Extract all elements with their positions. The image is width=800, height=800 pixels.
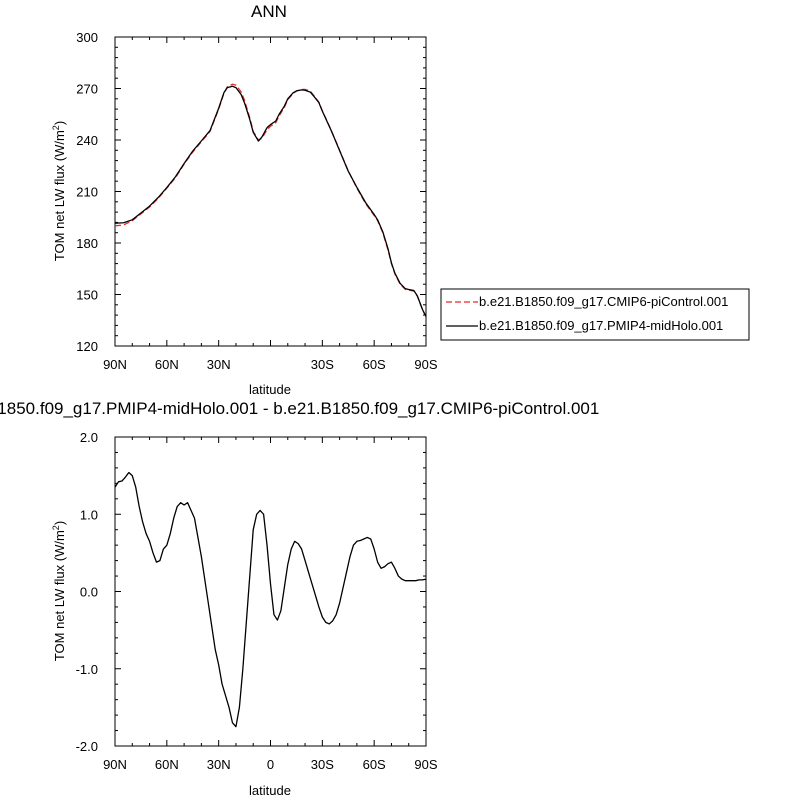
x-tick-label: 60S (363, 357, 386, 372)
y-tick-label: -1.0 (76, 662, 98, 677)
legend: b.e21.B1850.f09_g17.CMIP6-piControl.001 … (440, 288, 750, 341)
x-tick-label: 0 (267, 757, 274, 772)
x-tick-label: 90S (414, 757, 437, 772)
y-axis-label: TOM net LW flux (W/m2) (51, 121, 67, 261)
panel-difference: b.e21.B1850.f09_g17.PMIP4-midHolo.001 - … (0, 399, 599, 798)
x-axis-ticks: 90N 60N 30N 0 30S 60S 90S (103, 437, 438, 772)
x-tick-label: 30N (207, 757, 231, 772)
series-line-2 (114, 85, 427, 317)
y-axis-ticks: 120 150 180 210 240 270 300 (76, 30, 426, 354)
y-tick-label: 2.0 (80, 430, 98, 445)
y-tick-label: 1.0 (80, 507, 98, 522)
x-tick-label: 90N (103, 757, 127, 772)
series-line-1 (114, 83, 427, 318)
y-axis-ticks: -2.0 -1.0 0.0 1.0 2.0 (76, 430, 426, 754)
y-tick-label: 120 (76, 339, 98, 354)
series-lines (114, 83, 427, 318)
y-tick-label: 240 (76, 133, 98, 148)
x-tick-label: 60S (363, 757, 386, 772)
panel-annual-mean: ANN 90N 60N 30N 30S 60S 90S 120 150 180 210 240 27… (51, 2, 438, 397)
legend-label-midholo: b.e21.B1850.f09_g17.PMIP4-midHolo.001 (479, 318, 723, 333)
series-lines (114, 471, 427, 728)
y-tick-label: -2.0 (76, 739, 98, 754)
y-tick-label: 150 (76, 288, 98, 303)
y-tick-label: 180 (76, 236, 98, 251)
y-tick-label: 210 (76, 185, 98, 200)
x-tick-label: 90N (103, 357, 127, 372)
plot-frame (114, 36, 427, 347)
x-tick-label: 30S (311, 757, 334, 772)
x-tick-label: 90S (414, 357, 437, 372)
x-tick-label: 60N (155, 357, 179, 372)
x-axis-ticks: 90N 60N 30N 30S 60S 90S (103, 37, 438, 372)
x-axis-label: latitude (249, 382, 291, 397)
y-tick-label: 300 (76, 30, 98, 45)
y-tick-label: 270 (76, 82, 98, 97)
y-axis-label: TOM net LW flux (W/m2) (51, 521, 67, 661)
series-line-1 (114, 471, 427, 728)
x-tick-label: 60N (155, 757, 179, 772)
legend-box (440, 288, 750, 341)
legend-label-picontrol: b.e21.B1850.f09_g17.CMIP6-piControl.001 (479, 294, 728, 309)
y-tick-label: 0.0 (80, 585, 98, 600)
x-tick-label: 30S (311, 357, 334, 372)
x-axis-label: latitude (249, 783, 291, 798)
plot-frame (114, 436, 427, 747)
chart-title: ANN (251, 2, 287, 21)
x-tick-label: 30N (207, 357, 231, 372)
chart-title: b.e21.B1850.f09_g17.PMIP4-midHolo.001 - … (0, 399, 599, 418)
